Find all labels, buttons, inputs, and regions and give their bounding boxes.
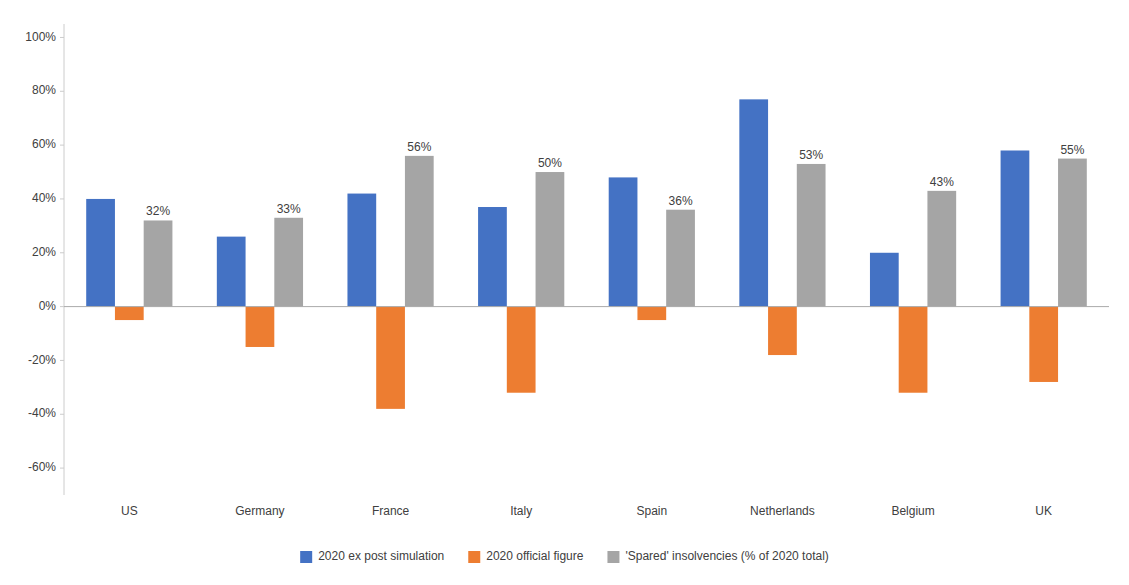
- y-tick-label: -60%: [28, 460, 56, 474]
- bar: [739, 99, 768, 306]
- bar: [1001, 150, 1030, 306]
- data-label: 56%: [407, 140, 431, 154]
- bar: [927, 191, 956, 307]
- bars: [86, 99, 1087, 409]
- legend-swatch: [300, 551, 312, 563]
- chart: -60% -40% -20% 0% 20% 40% 60% 80% 100% 32% 33% 56% 5…: [0, 0, 1129, 585]
- bar: [666, 210, 695, 307]
- data-label: 50%: [538, 156, 562, 170]
- bar: [609, 177, 638, 306]
- y-tick: [60, 91, 64, 92]
- y-tick-label: -40%: [28, 406, 56, 420]
- legend-label: 'Spared' insolvencies (% of 2020 total): [625, 549, 828, 563]
- x-tick-label: Italy: [510, 504, 532, 518]
- bar: [797, 164, 826, 307]
- legend-label: 2020 official figure: [486, 549, 584, 563]
- legend-swatch: [468, 551, 480, 563]
- bar: [86, 199, 115, 307]
- bar: [274, 218, 303, 307]
- bar: [1058, 159, 1087, 307]
- data-label: 55%: [1060, 143, 1084, 157]
- y-tick: [60, 198, 64, 199]
- x-tick-label: Germany: [235, 504, 284, 518]
- y-tick: [60, 145, 64, 146]
- x-tick-label: Netherlands: [750, 504, 815, 518]
- legend-swatch: [607, 551, 619, 563]
- legend: 2020 ex post simulation 2020 official fig…: [300, 549, 829, 563]
- bar: [870, 253, 899, 307]
- bar: [507, 307, 536, 393]
- y-tick: [60, 414, 64, 415]
- y-tick: [60, 306, 64, 307]
- y-tick-label: -20%: [28, 353, 56, 367]
- y-tick: [60, 360, 64, 361]
- y-tick: [60, 468, 64, 469]
- data-label: 33%: [277, 202, 301, 216]
- bar: [899, 307, 928, 393]
- bar: [1029, 307, 1058, 382]
- bar: [144, 220, 173, 306]
- bar: [347, 194, 376, 307]
- y-tick-label: 40%: [32, 191, 56, 205]
- bar: [246, 307, 275, 347]
- y-tick: [60, 252, 64, 253]
- y-tick-label: 20%: [32, 245, 56, 259]
- y-tick-label: 100%: [25, 30, 56, 44]
- bar: [115, 307, 144, 320]
- bar: [405, 156, 434, 307]
- x-tick-label: Spain: [636, 504, 667, 518]
- x-tick-label: US: [121, 504, 138, 518]
- bar: [217, 237, 246, 307]
- data-label: 32%: [146, 204, 170, 218]
- data-label: 43%: [930, 175, 954, 189]
- data-label: 53%: [799, 148, 823, 162]
- bar: [637, 307, 666, 320]
- bar: [536, 172, 565, 307]
- x-tick-label: UK: [1035, 504, 1052, 518]
- y-axis-line: [64, 24, 65, 495]
- y-tick-label: 0%: [39, 299, 57, 313]
- bar: [478, 207, 507, 307]
- bar: [376, 307, 405, 409]
- y-tick-label: 60%: [32, 137, 56, 151]
- y-tick: [60, 37, 64, 38]
- y-tick-label: 80%: [32, 83, 56, 97]
- legend-label: 2020 ex post simulation: [318, 549, 444, 563]
- zero-line: [64, 306, 1109, 307]
- bar: [768, 307, 797, 355]
- x-tick-label: Belgium: [891, 504, 934, 518]
- data-label: 36%: [669, 194, 693, 208]
- x-tick-label: France: [372, 504, 410, 518]
